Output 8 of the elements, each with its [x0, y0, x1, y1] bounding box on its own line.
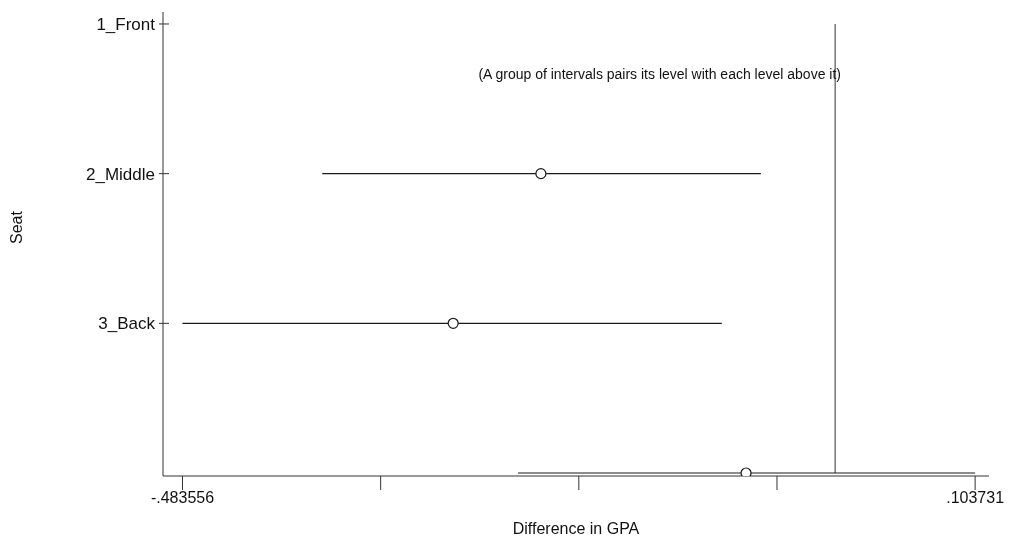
y-tick-label: 1_Front [96, 14, 156, 34]
y-axis-title: Seat [7, 210, 25, 244]
x-tick-label: .103731 [946, 489, 1005, 507]
x-axis-title: Difference in GPA [512, 520, 640, 537]
y-tick-label: 2_Middle [86, 164, 155, 184]
annotation: (A group of intervals pairs its level with each level above it) [478, 66, 841, 82]
x-tick-label: -.483556 [150, 489, 215, 507]
y-tick-label: 3_Back [98, 314, 156, 334]
